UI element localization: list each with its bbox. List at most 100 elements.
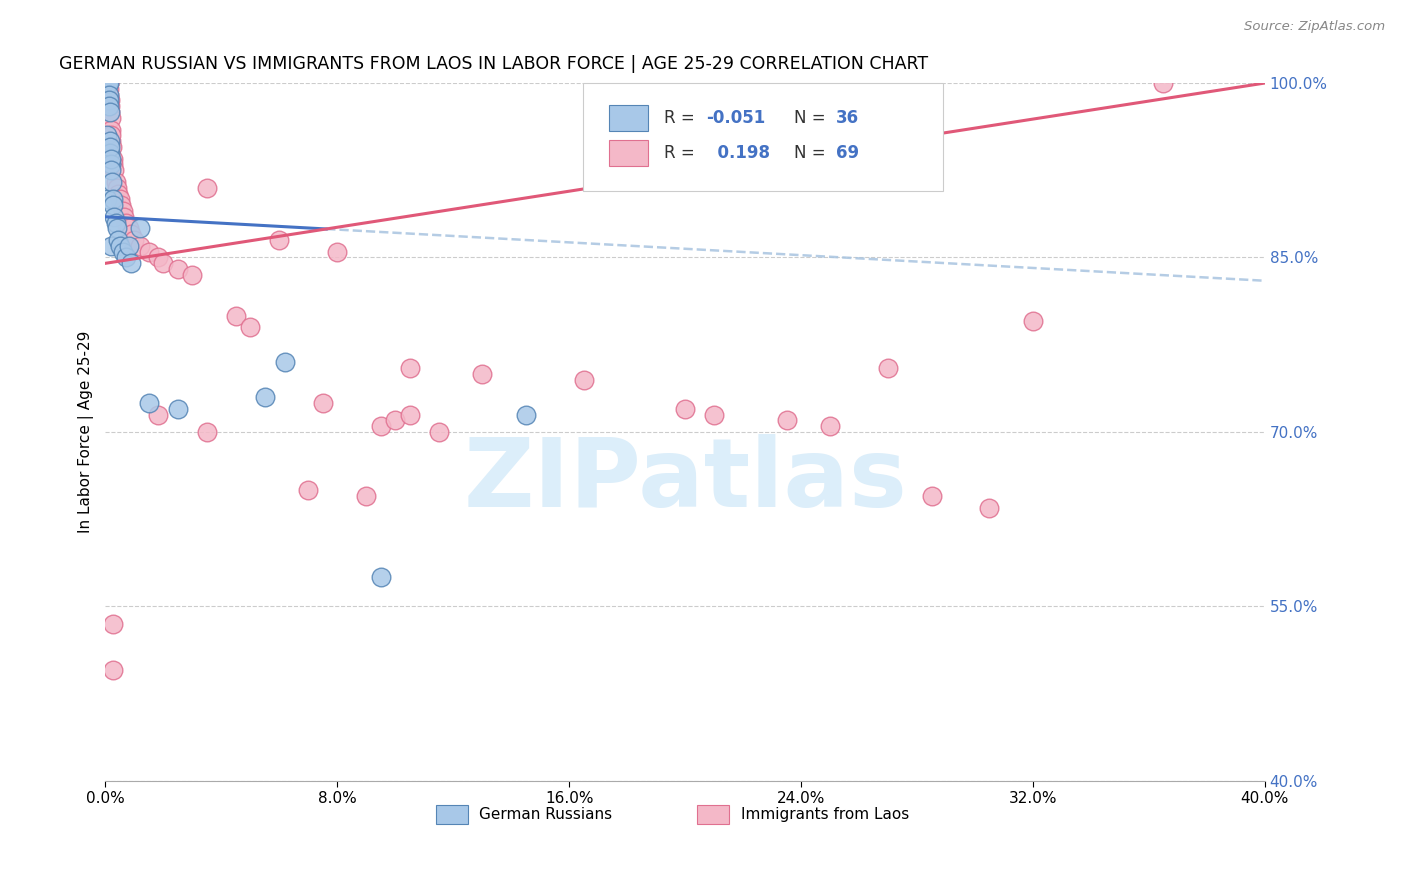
Point [121, 227, 143, 242]
Text: -0.051: -0.051 [706, 109, 765, 127]
Point [114, 216, 136, 230]
Point [384, 413, 406, 427]
Text: 0.198: 0.198 [706, 144, 770, 161]
Point [97, 76, 120, 90]
Point [96, 192, 118, 206]
Point [297, 483, 319, 497]
Point [96, 76, 118, 90]
Point [108, 239, 131, 253]
Point [98, 94, 121, 108]
Point [97, 76, 120, 90]
Point [101, 616, 124, 631]
Point [703, 408, 725, 422]
Point [152, 256, 174, 270]
Point [181, 268, 204, 282]
Point [356, 489, 378, 503]
Point [98, 87, 121, 102]
Point [98, 145, 121, 160]
Point [103, 210, 125, 224]
Point [101, 192, 124, 206]
Point [97, 76, 120, 90]
Point [100, 140, 122, 154]
Point [98, 82, 121, 96]
Text: 36: 36 [835, 109, 859, 127]
Point [100, 163, 122, 178]
Point [97, 76, 120, 90]
Point [97, 76, 120, 90]
Point [97, 76, 120, 90]
Point [818, 419, 841, 434]
Point [98, 105, 121, 120]
Y-axis label: In Labor Force | Age 25-29: In Labor Force | Age 25-29 [79, 331, 94, 533]
Text: N =: N = [794, 109, 831, 127]
Point [98, 105, 121, 120]
Point [427, 425, 450, 439]
FancyBboxPatch shape [609, 104, 648, 131]
Point [103, 163, 125, 178]
Point [117, 239, 139, 253]
Point [138, 396, 160, 410]
Point [101, 152, 124, 166]
Point [572, 373, 595, 387]
Point [274, 355, 297, 369]
Point [98, 99, 121, 113]
Point [1152, 76, 1174, 90]
Point [103, 157, 125, 171]
Point [112, 210, 135, 224]
Point [775, 413, 797, 427]
Point [673, 401, 696, 416]
Point [138, 244, 160, 259]
Point [107, 186, 129, 201]
Point [312, 396, 335, 410]
Text: Immigrants from Laos: Immigrants from Laos [741, 807, 910, 822]
Point [97, 76, 120, 90]
Point [100, 122, 122, 136]
Point [370, 570, 392, 584]
Point [195, 425, 218, 439]
Point [166, 401, 188, 416]
Text: ZIPatlas: ZIPatlas [463, 434, 907, 527]
Point [117, 221, 139, 235]
Text: R =: R = [664, 144, 700, 161]
Text: R =: R = [664, 109, 700, 127]
Point [225, 309, 247, 323]
FancyBboxPatch shape [436, 805, 468, 824]
Point [195, 180, 218, 194]
Point [98, 134, 121, 148]
Point [269, 233, 291, 247]
Point [96, 76, 118, 90]
Point [96, 76, 118, 90]
Point [239, 320, 262, 334]
FancyBboxPatch shape [583, 83, 942, 191]
Text: Source: ZipAtlas.com: Source: ZipAtlas.com [1244, 20, 1385, 33]
Point [121, 256, 143, 270]
Point [100, 152, 122, 166]
Point [100, 239, 122, 253]
Point [97, 76, 120, 90]
Text: N =: N = [794, 144, 831, 161]
Point [114, 251, 136, 265]
Point [96, 76, 118, 90]
Point [111, 244, 134, 259]
Point [100, 175, 122, 189]
Point [1022, 314, 1045, 328]
Text: German Russians: German Russians [478, 807, 612, 822]
Point [253, 390, 276, 404]
Point [105, 221, 128, 235]
Point [97, 87, 120, 102]
Point [124, 233, 146, 247]
Point [98, 140, 121, 154]
Point [370, 419, 392, 434]
Point [146, 251, 169, 265]
Point [398, 361, 420, 376]
Point [515, 408, 537, 422]
Point [96, 76, 118, 90]
Text: GERMAN RUSSIAN VS IMMIGRANTS FROM LAOS IN LABOR FORCE | AGE 25-29 CORRELATION CH: GERMAN RUSSIAN VS IMMIGRANTS FROM LAOS I… [59, 55, 928, 73]
Point [103, 198, 125, 212]
Point [97, 76, 120, 90]
Point [146, 408, 169, 422]
FancyBboxPatch shape [697, 805, 730, 824]
Point [877, 361, 900, 376]
Point [100, 157, 122, 171]
Text: 69: 69 [835, 144, 859, 161]
